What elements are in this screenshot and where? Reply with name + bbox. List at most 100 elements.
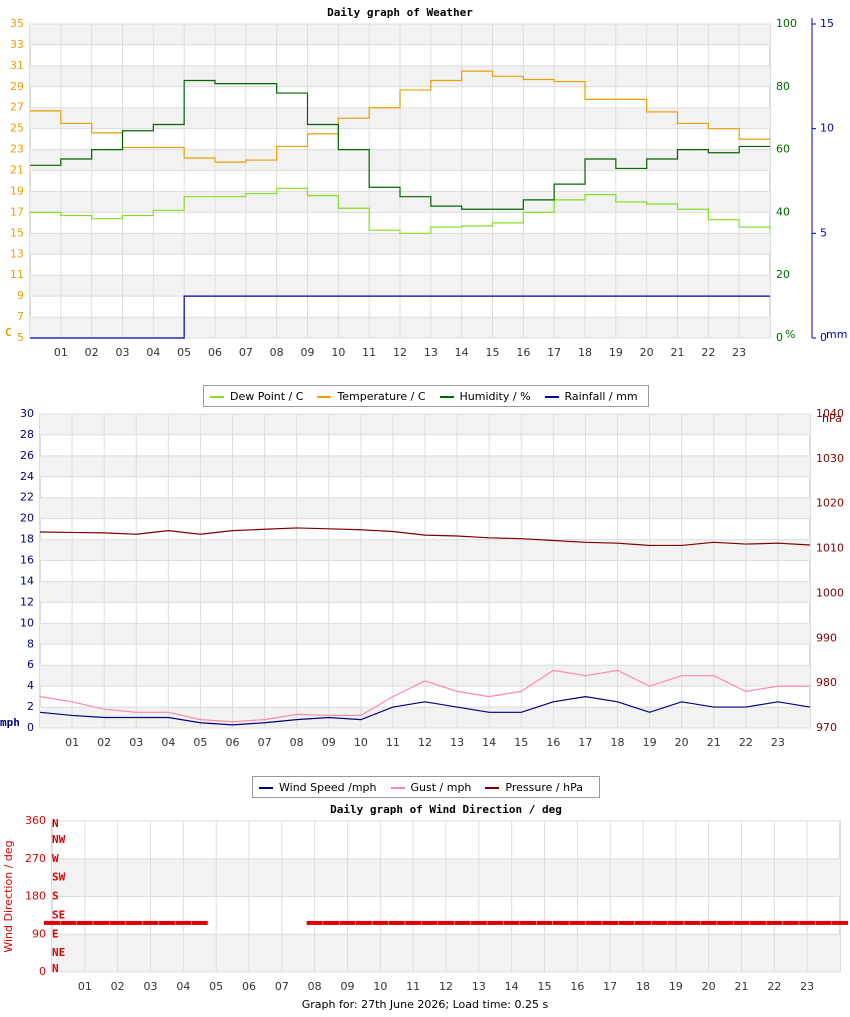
y-tick-label: 18 bbox=[20, 533, 34, 546]
point bbox=[438, 920, 454, 925]
x-tick-label: 10 bbox=[331, 346, 345, 359]
point bbox=[815, 920, 832, 925]
legend-label: Rainfall / mm bbox=[564, 389, 638, 403]
legend-item: Temperature / C bbox=[317, 390, 426, 403]
x-tick-label: 17 bbox=[603, 980, 617, 993]
y-tick-label: 16 bbox=[20, 554, 34, 567]
footer: Graph for: 27th June 2026; Load time: 0.… bbox=[302, 998, 549, 1011]
x-tick-label: 19 bbox=[609, 346, 623, 359]
x-tick-label: 04 bbox=[146, 346, 160, 359]
x-tick-label: 06 bbox=[226, 736, 240, 749]
y-tick-label: 7 bbox=[17, 310, 24, 323]
y-tick-label: 90 bbox=[32, 927, 46, 940]
x-tick-label: 15 bbox=[486, 346, 500, 359]
point bbox=[766, 920, 783, 925]
y2-tick-label: NE bbox=[52, 946, 65, 959]
x-tick-label: 23 bbox=[732, 346, 746, 359]
x-tick-label: 15 bbox=[538, 980, 552, 993]
point bbox=[635, 920, 651, 925]
x-tick-label: 20 bbox=[640, 346, 654, 359]
point bbox=[355, 920, 372, 925]
point bbox=[618, 920, 635, 925]
series-line bbox=[30, 70, 770, 163]
x-tick-label: 01 bbox=[78, 980, 92, 993]
legend-label: Pressure / hPa bbox=[505, 780, 583, 794]
x-tick-label: 09 bbox=[322, 736, 336, 749]
legend: Dew Point / C Temperature / C Humidity / %… bbox=[203, 385, 649, 407]
x-tick-label: 13 bbox=[450, 736, 464, 749]
x-tick-label: 19 bbox=[669, 980, 683, 993]
x-tick-label: 10 bbox=[354, 736, 368, 749]
y2-tick-label: 1040 bbox=[816, 407, 844, 420]
x-tick-label: 06 bbox=[242, 980, 256, 993]
point bbox=[503, 920, 520, 925]
legend-label: Gust / mph bbox=[410, 780, 472, 794]
legend-item: Dew Point / C bbox=[210, 390, 303, 403]
x-tick-label: 16 bbox=[546, 736, 560, 749]
y-tick-label: 4 bbox=[27, 679, 34, 692]
y2-tick-label: 1000 bbox=[816, 586, 844, 599]
legend-label: Humidity / % bbox=[459, 389, 531, 403]
x-tick-label: 11 bbox=[406, 980, 420, 993]
x-tick-label: 19 bbox=[643, 736, 657, 749]
x-tick-label: 05 bbox=[193, 736, 207, 749]
y-tick-label: 6 bbox=[27, 658, 34, 671]
y-tick-label: 15 bbox=[10, 226, 24, 239]
x-tick-label: 20 bbox=[675, 736, 689, 749]
x-tick-label: 02 bbox=[111, 980, 125, 993]
series-line bbox=[30, 79, 770, 210]
point bbox=[44, 920, 60, 925]
y3-axis-label: mm bbox=[826, 328, 847, 341]
y2-tick-label: W bbox=[52, 852, 59, 865]
series-line bbox=[39, 527, 811, 547]
y-tick-label: 12 bbox=[20, 595, 34, 608]
x-tick-label: 12 bbox=[439, 980, 453, 993]
y2-axis-label: hPa bbox=[822, 412, 842, 425]
y2-tick-label: 1030 bbox=[816, 452, 844, 465]
x-tick-label: 23 bbox=[800, 980, 814, 993]
y-tick-label: 21 bbox=[10, 164, 24, 177]
point bbox=[520, 920, 537, 925]
x-tick-label: 21 bbox=[707, 736, 721, 749]
x-tick-label: 14 bbox=[482, 736, 496, 749]
y2-tick-label: 20 bbox=[776, 268, 790, 281]
x-tick-label: 21 bbox=[671, 346, 685, 359]
x-tick-label: 22 bbox=[701, 346, 715, 359]
y2-tick-label: 60 bbox=[776, 143, 790, 156]
x-tick-label: 02 bbox=[97, 736, 111, 749]
point bbox=[60, 920, 77, 925]
y3-tick-label: 10 bbox=[820, 122, 834, 135]
x-tick-label: 18 bbox=[611, 736, 625, 749]
x-tick-label: 22 bbox=[739, 736, 753, 749]
x-tick-label: 10 bbox=[373, 980, 387, 993]
point bbox=[832, 920, 848, 925]
y2-tick-label: 40 bbox=[776, 205, 790, 218]
point bbox=[388, 920, 405, 925]
point bbox=[142, 920, 159, 925]
y2-tick-label: S bbox=[52, 890, 59, 903]
point bbox=[339, 920, 356, 925]
x-tick-label: 17 bbox=[547, 346, 561, 359]
x-tick-label: 12 bbox=[418, 736, 432, 749]
x-tick-label: 05 bbox=[209, 980, 223, 993]
point bbox=[733, 920, 750, 925]
y-tick-label: 19 bbox=[10, 184, 24, 197]
y-tick-label: 26 bbox=[20, 449, 34, 462]
point bbox=[93, 920, 110, 925]
y-tick-label: 9 bbox=[17, 289, 24, 302]
y-tick-label: 27 bbox=[10, 101, 24, 114]
y-tick-label: 5 bbox=[17, 331, 24, 344]
x-tick-label: 07 bbox=[239, 346, 253, 359]
legend-item: Humidity / % bbox=[439, 389, 531, 403]
y2-tick-label: SW bbox=[52, 871, 66, 884]
x-tick-label: 03 bbox=[129, 736, 143, 749]
x-tick-label: 01 bbox=[54, 346, 68, 359]
point bbox=[306, 920, 323, 925]
y-tick-label: 11 bbox=[10, 268, 24, 281]
point bbox=[405, 920, 422, 925]
point bbox=[684, 920, 701, 925]
x-tick-label: 16 bbox=[516, 346, 530, 359]
x-tick-label: 18 bbox=[578, 346, 592, 359]
series-line bbox=[30, 187, 771, 234]
